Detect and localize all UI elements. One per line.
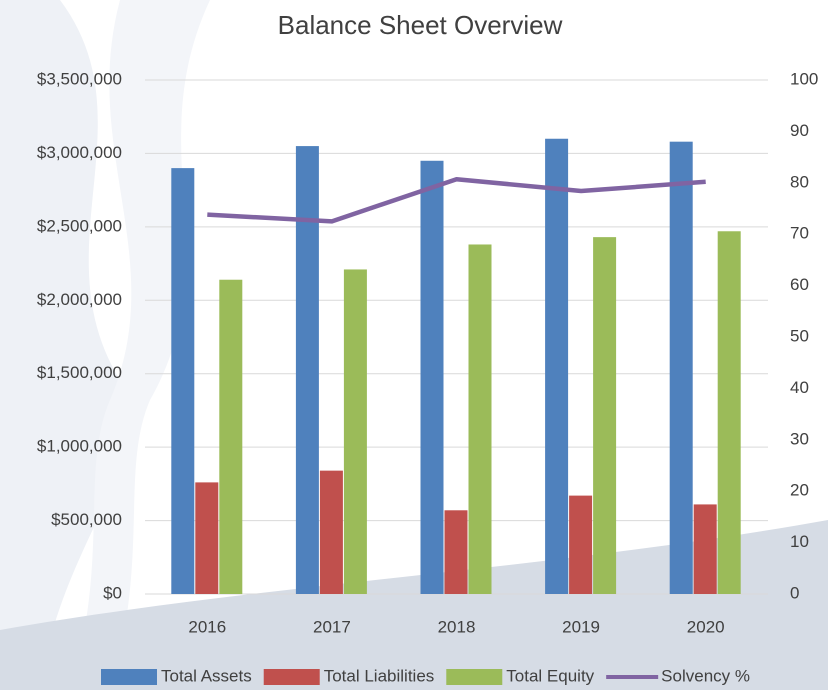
bar xyxy=(593,237,616,594)
y2-tick-label: 20 xyxy=(790,481,809,500)
bar xyxy=(421,161,444,594)
legend-swatch xyxy=(264,669,320,685)
y2-tick-label: 40 xyxy=(790,378,809,397)
x-tick-label: 2017 xyxy=(313,617,351,636)
bar xyxy=(195,482,218,594)
y2-tick-label: 90 xyxy=(790,121,809,140)
bar xyxy=(718,231,741,594)
y2-tick-label: 30 xyxy=(790,429,809,448)
bar xyxy=(445,510,468,594)
y-tick-label: $1,500,000 xyxy=(37,363,122,382)
y2-tick-label: 50 xyxy=(790,326,809,345)
bar xyxy=(694,504,717,594)
bar xyxy=(320,471,343,594)
line xyxy=(207,179,705,221)
y-tick-label: $3,500,000 xyxy=(37,69,122,88)
legend-label: Solvency % xyxy=(661,666,750,685)
x-tick-label: 2016 xyxy=(188,617,226,636)
legend-label: Total Assets xyxy=(161,666,252,685)
bar xyxy=(670,142,693,594)
legend-label: Total Liabilities xyxy=(324,666,435,685)
y-tick-label: $3,000,000 xyxy=(37,143,122,162)
y-tick-label: $500,000 xyxy=(51,510,122,529)
x-tick-label: 2020 xyxy=(687,617,725,636)
y2-tick-label: 100 xyxy=(790,69,818,88)
y-tick-label: $2,000,000 xyxy=(37,290,122,309)
y2-tick-label: 80 xyxy=(790,172,809,191)
bar xyxy=(171,168,194,594)
y2-tick-label: 10 xyxy=(790,532,809,551)
legend-swatch xyxy=(446,669,502,685)
y-tick-label: $0 xyxy=(103,583,122,602)
legend-label: Total Equity xyxy=(506,666,594,685)
bar xyxy=(344,269,367,594)
bar xyxy=(569,496,592,594)
page: {"chart_data": {"type": "bar", "title": … xyxy=(0,0,828,690)
x-tick-label: 2018 xyxy=(438,617,476,636)
bar xyxy=(545,139,568,594)
y2-tick-label: 70 xyxy=(790,224,809,243)
x-tick-label: 2019 xyxy=(562,617,600,636)
chart: Balance Sheet Overview $0 $500,000 $1,000,… xyxy=(0,0,828,690)
legend-swatch xyxy=(101,669,157,685)
bar xyxy=(469,244,492,594)
bar xyxy=(296,146,319,594)
y2-tick-label: 60 xyxy=(790,275,809,294)
y-tick-label: $1,000,000 xyxy=(37,437,122,456)
chart-title: Balance Sheet Overview xyxy=(278,10,563,40)
y-tick-label: $2,500,000 xyxy=(37,216,122,235)
bar xyxy=(219,280,242,594)
y2-tick-label: 0 xyxy=(790,583,799,602)
